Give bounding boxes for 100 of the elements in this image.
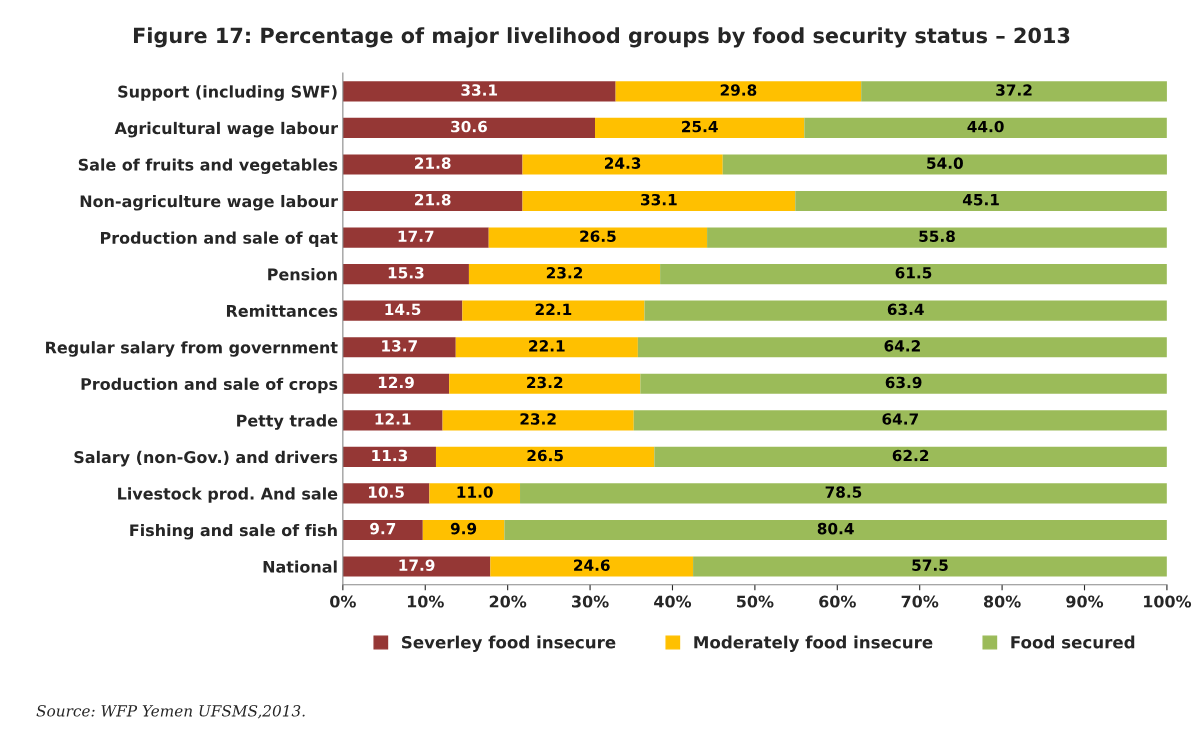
- source-note: Source: WFP Yemen UFSMS,2013.: [36, 705, 305, 719]
- bar: [468, 264, 661, 285]
- y-tick-label: Petty trade: [237, 414, 338, 430]
- y-tick-label: Sale of fruits and vegetables: [78, 158, 338, 174]
- bar: [520, 483, 1167, 504]
- bar: [693, 556, 1167, 577]
- data-label: 22.1: [529, 340, 565, 352]
- legend-label: Moderately food insecure: [694, 635, 933, 652]
- bar: [422, 519, 505, 541]
- data-label: 25.4: [682, 120, 718, 133]
- data-label: 33.1: [641, 193, 677, 206]
- data-label: 57.5: [912, 559, 948, 571]
- data-label: 10.5: [368, 486, 404, 498]
- bar: [490, 556, 694, 577]
- bar: [640, 373, 1167, 394]
- bar: [429, 483, 521, 504]
- bar: [435, 446, 655, 467]
- data-label: 12.9: [378, 376, 414, 389]
- bar: [660, 264, 1167, 285]
- bar: [504, 519, 1167, 541]
- x-tick-label: 50%: [737, 595, 774, 608]
- bar: [637, 337, 1167, 358]
- legend-label: Severley food insecure: [402, 635, 616, 652]
- data-label: 15.3: [388, 267, 424, 279]
- data-label: 61.5: [895, 267, 932, 279]
- bar: [342, 556, 491, 577]
- bar: [342, 227, 489, 248]
- data-label: 12.1: [375, 413, 411, 425]
- data-label: 22.1: [535, 303, 572, 315]
- data-label: 26.5: [527, 449, 563, 462]
- bar: [707, 227, 1167, 248]
- x-tick-label: 0%: [330, 595, 356, 608]
- bar: [488, 227, 708, 248]
- data-label: 33.1: [461, 84, 498, 96]
- data-label: 14.5: [385, 303, 421, 316]
- y-tick-label: Remittances: [226, 304, 338, 317]
- data-label: 26.5: [580, 230, 616, 243]
- bar: [342, 373, 450, 394]
- bar: [595, 117, 805, 138]
- y-tick-label: Regular salary from government: [46, 341, 338, 357]
- y-tick-label: Salary (non-Gov.) and drivers: [74, 450, 338, 467]
- x-tick-label: 30%: [572, 595, 609, 608]
- bar: [342, 190, 523, 212]
- data-label: 9.7: [370, 522, 396, 535]
- data-label: 30.6: [451, 120, 487, 133]
- data-label: 17.9: [399, 559, 435, 571]
- bar: [455, 337, 638, 358]
- bar: [342, 410, 443, 431]
- data-label: 24.6: [574, 559, 610, 571]
- data-label: 23.2: [527, 376, 563, 389]
- x-tick-label: 90%: [1066, 595, 1104, 608]
- data-label: 62.2: [892, 449, 929, 462]
- data-label: 63.9: [885, 376, 922, 389]
- data-label: 78.5: [825, 486, 862, 498]
- bar: [633, 410, 1167, 431]
- bar: [342, 300, 463, 321]
- data-label: 80.4: [817, 522, 854, 535]
- y-tick-label: Pension: [268, 268, 337, 281]
- bar: [654, 446, 1167, 467]
- data-label: 64.7: [882, 413, 918, 425]
- data-label: 21.8: [415, 157, 451, 169]
- bar: [442, 410, 634, 431]
- data-label: 11.0: [457, 486, 493, 498]
- data-label: 21.8: [415, 193, 451, 206]
- bar: [795, 190, 1167, 212]
- x-tick-label: 20%: [489, 595, 527, 608]
- bar: [342, 519, 423, 541]
- data-label: 55.8: [919, 230, 955, 243]
- data-label: 54.0: [927, 157, 963, 169]
- data-label: 23.2: [546, 267, 583, 279]
- bar: [342, 337, 456, 358]
- y-tick-label: Production and sale of qat: [101, 231, 338, 247]
- y-tick-label: National: [263, 560, 337, 573]
- x-tick-label: 60%: [819, 595, 856, 608]
- data-label: 64.2: [884, 340, 920, 352]
- data-label: 45.1: [962, 194, 999, 206]
- x-tick-label: 10%: [407, 595, 444, 608]
- y-tick-label: Fishing and sale of fish: [130, 523, 337, 540]
- bar: [522, 154, 723, 175]
- bar: [342, 154, 523, 175]
- data-label: 13.7: [382, 340, 417, 352]
- data-label: 63.4: [887, 303, 924, 316]
- y-tick-label: Non-agriculture wage labour: [80, 194, 338, 211]
- bar: [342, 117, 596, 138]
- bar: [342, 446, 436, 467]
- data-label: 23.2: [520, 413, 556, 425]
- bar: [861, 81, 1167, 102]
- bar: [449, 373, 641, 394]
- data-label: 44.0: [967, 120, 1004, 133]
- data-label: 37.2: [996, 84, 1032, 96]
- bar: [644, 300, 1167, 321]
- bar: [462, 300, 645, 321]
- y-tick-label: Livestock prod. And sale: [118, 487, 338, 503]
- x-tick-label: 80%: [983, 595, 1021, 608]
- data-label: 24.3: [604, 157, 641, 169]
- legend-label: Food secured: [1011, 635, 1135, 649]
- bar: [342, 81, 616, 102]
- y-tick-label: Agricultural wage labour: [114, 121, 338, 138]
- chart-title: Figure 17: Percentage of major livelihood groups by food security status – 2013: [133, 27, 1070, 48]
- data-label: 11.3: [372, 449, 408, 462]
